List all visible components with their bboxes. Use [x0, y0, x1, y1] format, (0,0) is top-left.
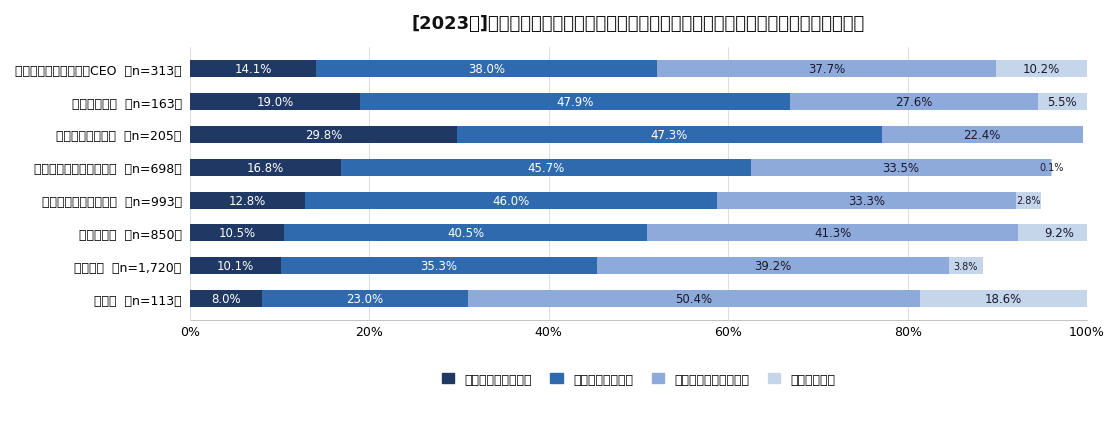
- Legend: 非常に理解している, まあ理解している, 何となく理解している, 全く知らない: 非常に理解している, まあ理解している, 何となく理解している, 全く知らない: [441, 373, 836, 385]
- Bar: [718, 192, 1016, 209]
- Text: 37.7%: 37.7%: [808, 63, 846, 76]
- Text: 2.8%: 2.8%: [1017, 196, 1040, 205]
- Bar: [1016, 192, 1042, 209]
- Text: 27.6%: 27.6%: [895, 96, 933, 109]
- Text: 0.1%: 0.1%: [1039, 163, 1064, 173]
- Title: [2023年]「カスタマーサクセス」がどういうものかを理解していますか？　（役職別）: [2023年]「カスタマーサクセス」がどういうものかを理解していますか？ （役職…: [412, 15, 865, 33]
- Bar: [657, 61, 996, 78]
- Text: 50.4%: 50.4%: [675, 293, 712, 305]
- Bar: [750, 159, 1052, 177]
- Text: 10.1%: 10.1%: [216, 260, 254, 272]
- Bar: [1018, 225, 1101, 242]
- Text: 39.2%: 39.2%: [755, 260, 792, 272]
- Bar: [190, 225, 284, 242]
- Text: 41.3%: 41.3%: [814, 227, 851, 240]
- Bar: [190, 290, 262, 307]
- Text: 47.3%: 47.3%: [651, 129, 688, 141]
- Bar: [190, 127, 457, 144]
- Bar: [881, 127, 1083, 144]
- Bar: [996, 61, 1088, 78]
- Text: 14.1%: 14.1%: [234, 63, 272, 76]
- Bar: [790, 94, 1038, 111]
- Bar: [190, 159, 340, 177]
- Text: 10.2%: 10.2%: [1023, 63, 1060, 76]
- Text: 3.8%: 3.8%: [954, 261, 978, 271]
- Bar: [1038, 94, 1088, 111]
- Text: 8.0%: 8.0%: [211, 293, 241, 305]
- Text: 12.8%: 12.8%: [228, 194, 265, 207]
- Bar: [457, 127, 881, 144]
- Bar: [190, 258, 281, 275]
- Bar: [340, 159, 750, 177]
- Text: 33.5%: 33.5%: [883, 162, 920, 174]
- Bar: [284, 225, 647, 242]
- Text: 33.3%: 33.3%: [848, 194, 885, 207]
- Text: 23.0%: 23.0%: [346, 293, 383, 305]
- Text: 22.4%: 22.4%: [963, 129, 1001, 141]
- Bar: [468, 290, 921, 307]
- Text: 40.5%: 40.5%: [447, 227, 484, 240]
- Bar: [190, 61, 317, 78]
- Text: 10.5%: 10.5%: [218, 227, 255, 240]
- Text: 18.6%: 18.6%: [984, 293, 1023, 305]
- Text: 19.0%: 19.0%: [256, 96, 293, 109]
- Bar: [317, 61, 657, 78]
- Bar: [281, 258, 597, 275]
- Bar: [305, 192, 718, 209]
- Text: 29.8%: 29.8%: [305, 129, 343, 141]
- Bar: [597, 258, 949, 275]
- Bar: [361, 94, 790, 111]
- Bar: [190, 192, 305, 209]
- Text: 35.3%: 35.3%: [420, 260, 457, 272]
- Text: 5.5%: 5.5%: [1047, 96, 1077, 109]
- Text: 16.8%: 16.8%: [246, 162, 284, 174]
- Bar: [262, 290, 468, 307]
- Text: 47.9%: 47.9%: [557, 96, 594, 109]
- Text: 45.7%: 45.7%: [528, 162, 564, 174]
- Text: 38.0%: 38.0%: [468, 63, 505, 76]
- Text: 9.2%: 9.2%: [1044, 227, 1074, 240]
- Text: 46.0%: 46.0%: [493, 194, 530, 207]
- Bar: [190, 94, 361, 111]
- Bar: [949, 258, 983, 275]
- Bar: [921, 290, 1088, 307]
- Bar: [647, 225, 1018, 242]
